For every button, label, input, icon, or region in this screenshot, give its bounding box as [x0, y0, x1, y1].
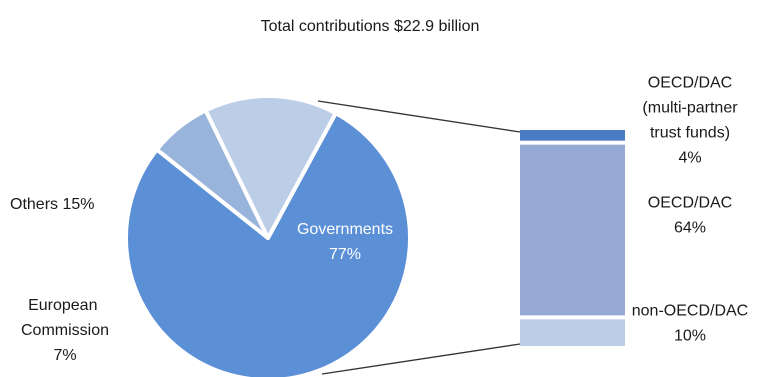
pie [124, 94, 412, 377]
bar-segment-non-oecd-dac [520, 319, 625, 346]
slice-label-european-commission: European Commission [21, 297, 109, 339]
chart-title: Total contributions $22.9 billion [261, 18, 480, 35]
bar-label-oecd-dac-multi-partner-trust-funds-line2: (multi-partner [642, 100, 738, 117]
bar-label-oecd-dac-line1: OECD/DAC [648, 195, 732, 212]
slice-label-european-commission-line1: European [28, 297, 97, 314]
bar-segment-oecd-dac-multi-partner-trust-funds [520, 130, 625, 141]
connector-lines [317, 100, 521, 375]
pie-slice-others [203, 94, 338, 240]
slice-pct-european-commission: 7% [53, 347, 76, 364]
bar-segment-oecd-dac [520, 144, 625, 316]
breakdown-labels: OECD/DAC (multi-partner trust funds) 4%OECD… [632, 75, 748, 345]
breakdown-bar [520, 130, 625, 346]
pie-slice-governments [124, 111, 412, 377]
bar-label-oecd-dac: OECD/DAC 64% [648, 195, 732, 237]
bar-label-oecd-dac-multi-partner-trust-funds-line4: 4% [678, 150, 701, 167]
pie-labels: Others 15% European Commission 7% Govern… [10, 196, 393, 364]
connector-line-top [317, 100, 521, 133]
slice-label-governments: Governments [297, 221, 393, 238]
connector-line-bottom [321, 343, 521, 375]
bar-label-oecd-dac-line2: 64% [674, 220, 706, 237]
slice-pct-governments: 77% [329, 246, 361, 263]
bar-label-oecd-dac-multi-partner-trust-funds-line3: trust funds) [650, 125, 730, 142]
bar-label-non-oecd-dac-line1: non-OECD/DAC [632, 303, 748, 320]
slice-label-european-commission-line2: Commission [21, 322, 109, 339]
bar-label-oecd-dac-multi-partner-trust-funds: OECD/DAC (multi-partner trust funds) 4% [642, 75, 738, 167]
bar-label-oecd-dac-multi-partner-trust-funds-line1: OECD/DAC [648, 75, 732, 92]
bar-label-non-oecd-dac-line2: 10% [674, 328, 706, 345]
slice-label-others: Others 15% [10, 196, 94, 213]
bar-label-non-oecd-dac: non-OECD/DAC 10% [632, 303, 748, 345]
